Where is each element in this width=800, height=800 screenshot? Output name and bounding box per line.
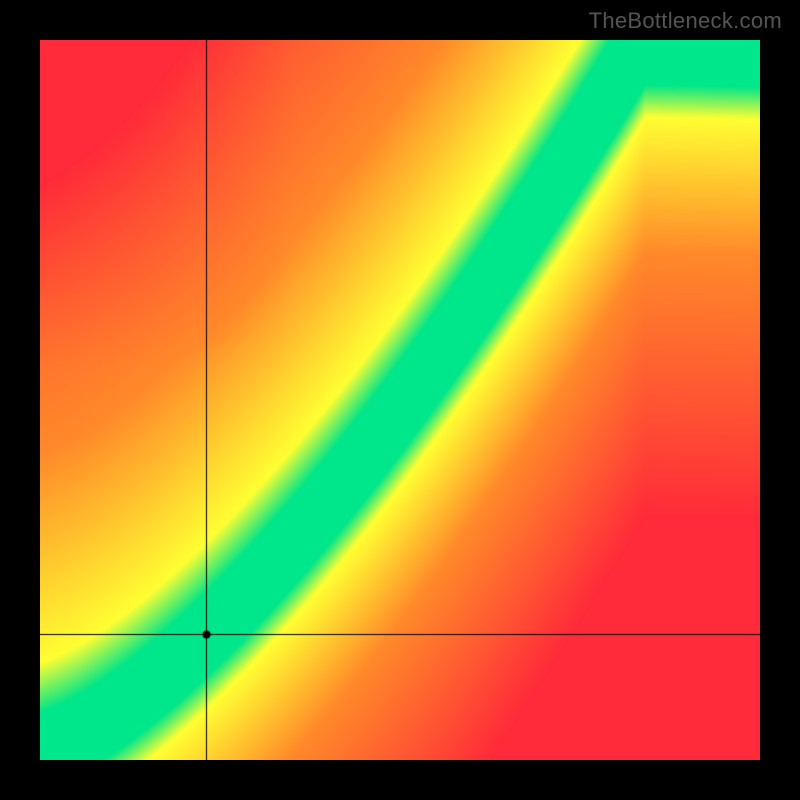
bottleneck-heatmap — [40, 40, 760, 760]
watermark-text: TheBottleneck.com — [589, 8, 782, 34]
